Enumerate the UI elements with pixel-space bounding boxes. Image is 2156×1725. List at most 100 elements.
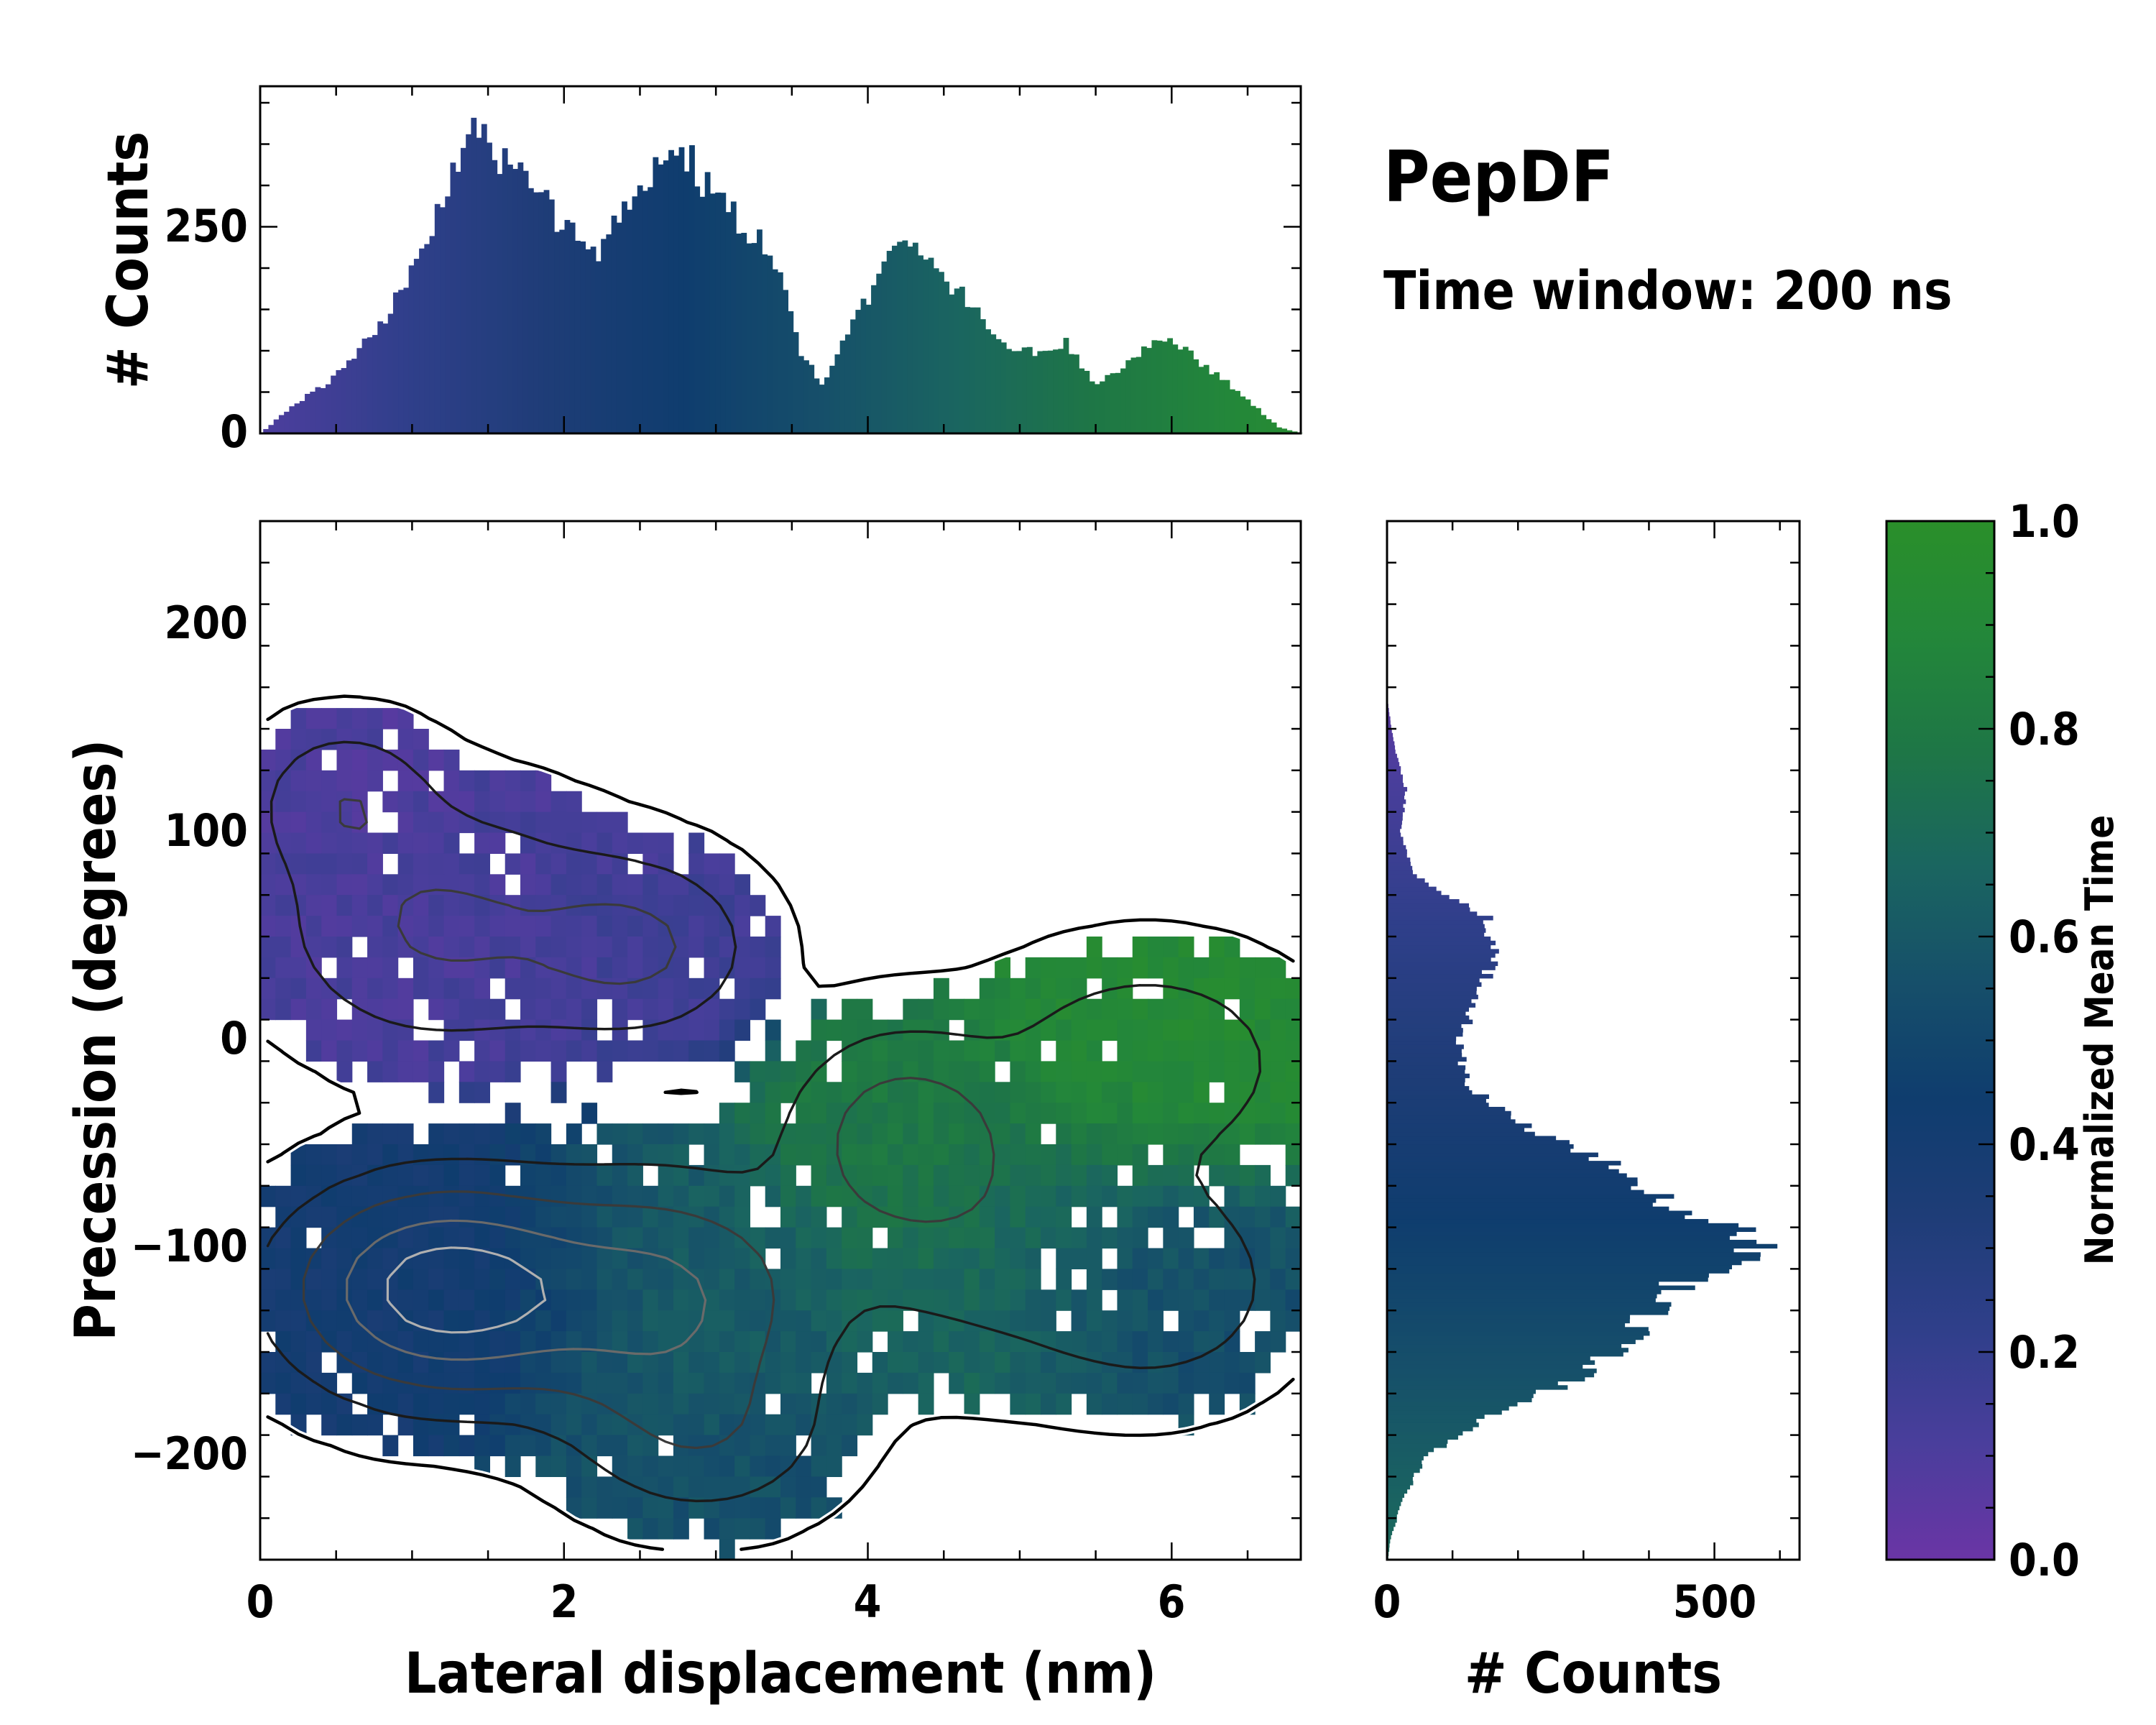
- heatmap-cell: [780, 1248, 796, 1269]
- heatmap-cell: [1010, 1123, 1026, 1145]
- heatmap-cell: [673, 1455, 689, 1477]
- heatmap-cell: [382, 874, 399, 896]
- heatmap-cell: [1239, 957, 1256, 979]
- top-histogram-bar: [471, 117, 477, 434]
- heatmap-cell: [918, 1248, 934, 1269]
- heatmap-cell: [474, 916, 491, 937]
- heatmap-cell: [750, 1227, 766, 1249]
- heatmap-cell: [260, 1352, 276, 1374]
- right-histogram-bar: [1387, 766, 1401, 771]
- heatmap-cell: [688, 1019, 705, 1041]
- top-histogram-bar: [839, 340, 846, 433]
- heatmap-cell: [903, 998, 919, 1021]
- heatmap-cell: [949, 1185, 965, 1208]
- heatmap-cell: [367, 1185, 383, 1208]
- heatmap-cell: [550, 1393, 567, 1415]
- top-histogram-bar: [1094, 384, 1100, 433]
- heatmap-cell: [581, 1289, 598, 1311]
- top-histogram-bar: [783, 290, 788, 433]
- heatmap-cell: [443, 916, 460, 937]
- heatmap-cell: [842, 1393, 858, 1415]
- heatmap-cell: [842, 1082, 858, 1103]
- heatmap-cell: [673, 1518, 689, 1540]
- heatmap-cell: [780, 1497, 796, 1519]
- heatmap-cell: [367, 1269, 383, 1290]
- heatmap-cell: [1132, 998, 1148, 1021]
- heatmap-cell: [505, 1393, 521, 1415]
- heatmap-cell: [260, 1248, 276, 1269]
- heatmap-cell: [397, 770, 414, 792]
- heatmap-cell: [550, 1372, 567, 1394]
- heatmap-cell: [290, 998, 307, 1021]
- heatmap-cell: [780, 1393, 796, 1415]
- heatmap-cell: [612, 957, 628, 979]
- heatmap-cell: [1071, 1227, 1087, 1249]
- heatmap-cell: [1148, 1289, 1164, 1311]
- heatmap-cell: [1148, 1040, 1164, 1062]
- heatmap-cell: [704, 1310, 720, 1332]
- heatmap-cell: [1071, 1082, 1087, 1103]
- right-histogram-bar: [1387, 1422, 1479, 1427]
- heatmap-cell: [673, 1497, 689, 1519]
- heatmap-cell: [505, 770, 521, 792]
- heatmap-cell: [367, 1040, 383, 1062]
- top-histogram-bar: [819, 385, 825, 433]
- heatmap-cell: [1056, 1061, 1072, 1082]
- heatmap-cell: [811, 1144, 827, 1166]
- heatmap-cell: [321, 1227, 338, 1249]
- heatmap-cell: [627, 1040, 643, 1062]
- heatmap-cell: [459, 1435, 475, 1457]
- heatmap-cell: [949, 1269, 965, 1290]
- right-histogram-bar: [1387, 770, 1401, 776]
- heatmap-cell: [596, 1310, 613, 1332]
- heatmap-cell: [382, 1248, 399, 1269]
- heatmap-cell: [428, 1352, 445, 1374]
- heatmap-cell: [979, 1019, 995, 1041]
- heatmap-cell: [857, 1019, 873, 1041]
- heatmap-cell: [688, 1248, 705, 1269]
- heatmap-cell: [765, 1040, 781, 1062]
- top-histogram-bar: [320, 388, 326, 433]
- heatmap-cell: [857, 1393, 873, 1415]
- heatmap-cell: [811, 1019, 827, 1041]
- heatmap-cell: [443, 957, 460, 979]
- heatmap-cell: [459, 1164, 475, 1187]
- heatmap-cell: [566, 1269, 582, 1290]
- heatmap-cell: [489, 1269, 506, 1290]
- heatmap-cell: [535, 1248, 552, 1269]
- heatmap-cell: [888, 1164, 903, 1187]
- heatmap-cell: [995, 1227, 1011, 1249]
- heatmap-cell: [765, 978, 781, 1000]
- right-histogram-bar: [1387, 1360, 1595, 1365]
- heatmap-cell: [1086, 1331, 1102, 1353]
- heatmap-cell: [321, 1248, 338, 1269]
- heatmap-cell: [1132, 1040, 1148, 1062]
- heatmap-cell: [260, 957, 276, 979]
- right-histogram-bar: [1387, 1136, 1557, 1141]
- heatmap-cell: [321, 1414, 338, 1436]
- heatmap-cell: [382, 708, 399, 730]
- right-histogram-bar: [1387, 1331, 1650, 1336]
- heatmap-cell: [1117, 1082, 1133, 1103]
- heatmap-cell: [428, 1393, 445, 1415]
- heatmap-cell: [443, 1185, 460, 1208]
- heatmap-cell: [520, 1393, 536, 1415]
- heatmap-cell: [918, 1352, 934, 1374]
- heatmap-cell: [688, 978, 705, 1000]
- top-histogram-bar: [481, 124, 487, 433]
- heatmap-cell: [413, 811, 429, 834]
- heatmap-cell: [612, 1019, 628, 1041]
- heatmap-cell: [1148, 937, 1164, 958]
- right-histogram-bar: [1387, 1285, 1695, 1290]
- heatmap-cell: [888, 1269, 903, 1290]
- heatmap-cell: [489, 916, 506, 937]
- heatmap-cell: [550, 937, 567, 958]
- heatmap-cell: [750, 1435, 766, 1457]
- heatmap-cell: [673, 1185, 689, 1208]
- colorbar-tick-label-1.0: 1.0: [2009, 495, 2080, 548]
- top-histogram-bar: [294, 403, 300, 433]
- heatmap-cell: [566, 1393, 582, 1415]
- heatmap-cell: [1025, 1372, 1041, 1394]
- heatmap-cell: [949, 1227, 965, 1249]
- heatmap-cell: [642, 937, 659, 958]
